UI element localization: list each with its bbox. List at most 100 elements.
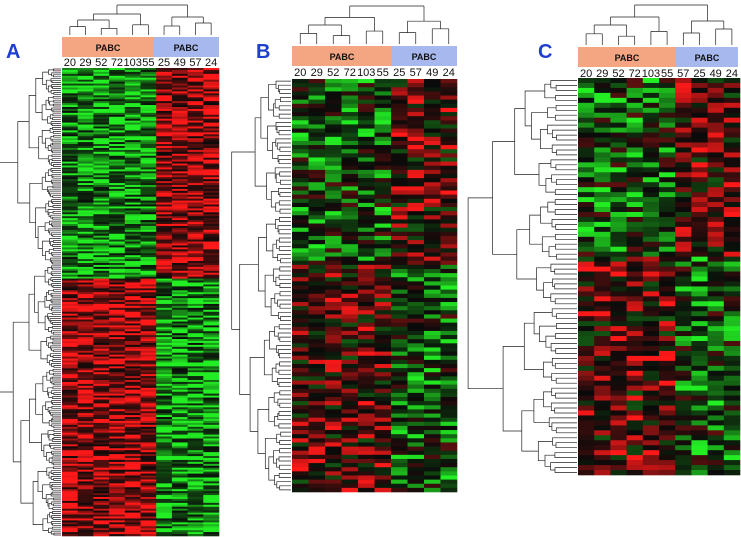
heatmap-cell bbox=[358, 219, 375, 224]
heatmap-cell bbox=[109, 224, 126, 227]
heatmap-cell bbox=[140, 504, 157, 508]
heatmap-cell bbox=[62, 185, 78, 188]
heatmap-cell bbox=[642, 122, 660, 128]
heatmap-cell bbox=[707, 112, 725, 118]
heatmap-cell bbox=[93, 381, 110, 385]
heatmap-cell bbox=[187, 300, 204, 303]
heatmap-cell bbox=[203, 424, 220, 428]
heatmap-cell bbox=[407, 421, 425, 427]
heatmap-cell bbox=[77, 305, 94, 309]
heatmap-cell bbox=[77, 298, 94, 301]
heatmap-cell bbox=[109, 471, 126, 474]
heatmap-cell bbox=[187, 491, 204, 494]
heatmap-cell bbox=[171, 103, 188, 106]
heatmap-cell bbox=[140, 142, 157, 145]
heatmap-cell bbox=[62, 444, 78, 447]
heatmap-cell bbox=[292, 363, 309, 369]
heatmap-cell bbox=[93, 266, 110, 270]
heatmap-cell bbox=[77, 186, 94, 190]
heatmap-cell bbox=[391, 471, 408, 476]
heatmap-cell bbox=[407, 285, 425, 290]
heatmap-cell bbox=[62, 508, 78, 511]
heatmap-cell bbox=[109, 69, 126, 73]
heatmap-cell bbox=[124, 290, 141, 293]
heatmap-cell bbox=[374, 471, 392, 476]
group-bar-c-2 bbox=[676, 47, 738, 67]
heatmap-cell bbox=[62, 495, 78, 498]
heatmap-cell bbox=[691, 455, 708, 461]
heatmap-cell bbox=[156, 204, 173, 207]
heatmap-cell bbox=[109, 368, 126, 371]
heatmap-cell bbox=[642, 207, 660, 213]
heatmap-cell bbox=[93, 73, 110, 77]
heatmap-cell bbox=[187, 378, 204, 381]
heatmap-cell bbox=[109, 524, 126, 527]
heatmap-cell bbox=[626, 162, 644, 168]
heatmap-cell bbox=[675, 172, 692, 178]
heatmap-cell bbox=[308, 244, 326, 249]
heatmap-cell bbox=[292, 91, 309, 96]
heatmap-cell bbox=[124, 500, 141, 504]
heatmap-cell bbox=[156, 448, 173, 451]
heatmap-cell bbox=[156, 344, 173, 348]
heatmap-cell bbox=[156, 181, 173, 184]
heatmap-cell bbox=[62, 173, 78, 176]
heatmap-cell bbox=[325, 463, 342, 468]
heatmap-cell bbox=[93, 370, 110, 373]
heatmap-cell bbox=[93, 467, 110, 470]
heatmap-cell bbox=[109, 105, 126, 108]
heatmap-cell bbox=[659, 207, 676, 213]
heatmap-cell bbox=[93, 114, 110, 118]
heatmap-cell bbox=[308, 401, 326, 406]
heatmap-cell bbox=[391, 219, 408, 224]
heatmap-cell bbox=[578, 276, 595, 282]
heatmap-cell bbox=[578, 157, 595, 163]
heatmap-cell bbox=[374, 153, 392, 158]
heatmap-cell bbox=[578, 465, 595, 471]
heatmap-cell bbox=[642, 202, 660, 208]
heatmap-cell bbox=[140, 360, 157, 363]
heatmap-cell bbox=[610, 331, 627, 337]
heatmap-cell bbox=[140, 112, 157, 116]
heatmap-cell bbox=[187, 224, 204, 227]
heatmap-cell bbox=[156, 364, 173, 367]
heatmap-cell bbox=[292, 248, 309, 253]
heatmap-cell bbox=[124, 95, 141, 98]
heatmap-cell bbox=[124, 434, 141, 437]
heatmap-cell bbox=[156, 399, 173, 402]
heatmap-cell bbox=[358, 318, 375, 323]
heatmap-cell bbox=[187, 194, 204, 197]
heatmap-cell bbox=[723, 370, 741, 377]
heatmap-cell bbox=[62, 413, 78, 416]
heatmap-cell bbox=[187, 467, 204, 470]
heatmap-cell bbox=[691, 261, 708, 267]
heatmap-cell bbox=[440, 359, 458, 365]
heatmap-cell bbox=[374, 339, 392, 344]
heatmap-cell bbox=[156, 456, 173, 459]
heatmap-cell bbox=[391, 487, 408, 493]
heatmap-cell bbox=[156, 502, 173, 506]
heatmap-cell bbox=[203, 331, 220, 334]
heatmap-cell bbox=[171, 405, 188, 408]
heatmap-cell bbox=[325, 392, 342, 398]
heatmap-cell bbox=[308, 425, 326, 431]
heatmap-cell bbox=[187, 323, 204, 326]
heatmap-cell bbox=[77, 413, 94, 416]
heatmap-cell bbox=[140, 175, 157, 178]
heatmap-cell bbox=[93, 196, 110, 199]
heatmap-cell bbox=[187, 169, 204, 172]
heatmap-cell bbox=[109, 245, 126, 248]
heatmap-cell bbox=[109, 118, 126, 121]
heatmap-cell bbox=[391, 405, 408, 410]
heatmap-cell bbox=[187, 364, 204, 367]
heatmap-cell bbox=[594, 435, 611, 441]
heatmap-cell bbox=[723, 226, 741, 233]
heatmap-cell bbox=[140, 146, 157, 149]
heatmap-cell bbox=[424, 157, 441, 162]
heatmap-cell bbox=[93, 179, 110, 182]
heatmap-cell bbox=[140, 465, 157, 469]
heatmap-cell bbox=[391, 281, 408, 286]
heatmap-cell bbox=[578, 360, 595, 367]
heatmap-cell bbox=[187, 241, 204, 244]
heatmap-cell bbox=[374, 302, 392, 307]
